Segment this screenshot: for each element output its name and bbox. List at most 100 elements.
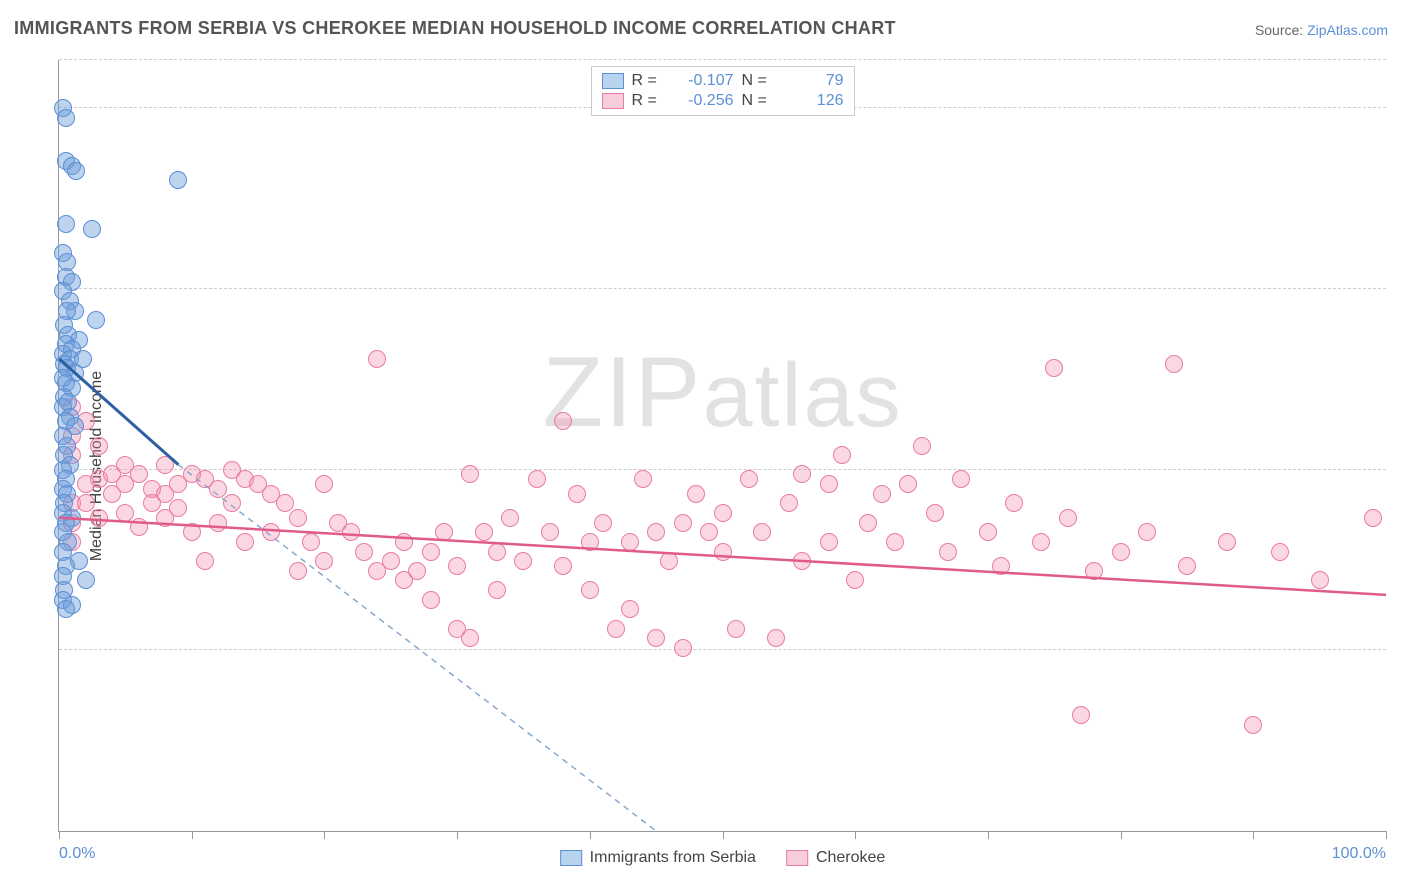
series-label-serbia: Immigrants from Serbia	[590, 849, 756, 867]
x-tick-label: 0.0%	[59, 845, 95, 863]
scatter-point-cherokee	[236, 533, 254, 551]
scatter-point-cherokee	[1244, 716, 1262, 734]
x-tick-label: 100.0%	[1332, 845, 1386, 863]
legend-row-cherokee: R = -0.256 N = 126	[602, 91, 844, 111]
scatter-point-cherokee	[899, 475, 917, 493]
scatter-point-cherokee	[541, 523, 559, 541]
scatter-point-cherokee	[992, 557, 1010, 575]
chart-container: Median Household Income ZIPatlas R = -0.…	[10, 50, 1396, 882]
scatter-point-cherokee	[289, 562, 307, 580]
scatter-point-cherokee	[780, 494, 798, 512]
scatter-point-cherokee	[488, 543, 506, 561]
scatter-point-cherokee	[501, 509, 519, 527]
scatter-point-serbia	[67, 162, 85, 180]
scatter-point-cherokee	[448, 557, 466, 575]
scatter-point-cherokee	[342, 523, 360, 541]
x-tick	[1121, 831, 1122, 839]
scatter-point-serbia	[169, 171, 187, 189]
scatter-point-cherokee	[740, 470, 758, 488]
source-value: ZipAtlas.com	[1307, 22, 1388, 38]
scatter-point-cherokee	[422, 543, 440, 561]
r-label: R =	[632, 72, 666, 90]
correlation-legend: R = -0.107 N = 79 R = -0.256 N = 126	[591, 66, 855, 116]
scatter-point-cherokee	[647, 523, 665, 541]
scatter-point-cherokee	[1178, 557, 1196, 575]
scatter-point-cherokee	[315, 552, 333, 570]
x-tick	[457, 831, 458, 839]
scatter-point-cherokee	[833, 446, 851, 464]
x-tick	[988, 831, 989, 839]
scatter-point-cherokee	[979, 523, 997, 541]
scatter-point-cherokee	[514, 552, 532, 570]
n-value-serbia: 79	[784, 72, 844, 90]
x-tick	[192, 831, 193, 839]
scatter-point-cherokee	[1032, 533, 1050, 551]
scatter-point-cherokee	[621, 600, 639, 618]
scatter-point-cherokee	[355, 543, 373, 561]
scatter-point-serbia	[77, 571, 95, 589]
scatter-point-cherokee	[581, 533, 599, 551]
x-tick	[1386, 831, 1387, 839]
plot-area: ZIPatlas R = -0.107 N = 79 R = -0.256 N …	[58, 60, 1386, 832]
scatter-point-cherokee	[475, 523, 493, 541]
n-label: N =	[742, 92, 776, 110]
swatch-cherokee-icon	[602, 93, 624, 109]
scatter-point-serbia	[57, 215, 75, 233]
scatter-point-cherokee	[820, 475, 838, 493]
y-tick-label: $112,500	[1396, 280, 1406, 298]
scatter-point-cherokee	[395, 533, 413, 551]
swatch-serbia-icon	[602, 73, 624, 89]
scatter-point-cherokee	[77, 494, 95, 512]
r-label: R =	[632, 92, 666, 110]
scatter-point-cherokee	[700, 523, 718, 541]
scatter-point-cherokee	[169, 499, 187, 517]
scatter-point-serbia	[57, 600, 75, 618]
scatter-point-cherokee	[581, 581, 599, 599]
scatter-point-cherokee	[1072, 706, 1090, 724]
scatter-point-cherokee	[209, 480, 227, 498]
watermark-big: ZIP	[542, 336, 702, 447]
scatter-point-cherokee	[793, 552, 811, 570]
scatter-point-cherokee	[621, 533, 639, 551]
scatter-point-cherokee	[926, 504, 944, 522]
scatter-point-cherokee	[607, 620, 625, 638]
series-label-cherokee: Cherokee	[816, 849, 885, 867]
scatter-point-cherokee	[223, 494, 241, 512]
x-tick	[324, 831, 325, 839]
scatter-point-cherokee	[647, 629, 665, 647]
scatter-point-cherokee	[435, 523, 453, 541]
scatter-point-cherokee	[408, 562, 426, 580]
n-label: N =	[742, 72, 776, 90]
scatter-point-cherokee	[594, 514, 612, 532]
scatter-point-cherokee	[660, 552, 678, 570]
scatter-point-cherokee	[1005, 494, 1023, 512]
y-tick-label: $75,000	[1396, 461, 1406, 479]
x-tick	[723, 831, 724, 839]
scatter-point-serbia	[87, 311, 105, 329]
scatter-point-cherokee	[315, 475, 333, 493]
scatter-point-cherokee	[488, 581, 506, 599]
scatter-point-cherokee	[1271, 543, 1289, 561]
gridline	[59, 469, 1386, 470]
scatter-point-cherokee	[714, 543, 732, 561]
source-label: Source:	[1255, 22, 1303, 38]
scatter-point-cherokee	[276, 494, 294, 512]
trend-lines-layer	[59, 60, 1386, 831]
scatter-point-cherokee	[913, 437, 931, 455]
swatch-serbia-icon	[560, 850, 582, 866]
scatter-point-cherokee	[859, 514, 877, 532]
y-tick-label: $150,000	[1396, 99, 1406, 117]
scatter-point-cherokee	[1138, 523, 1156, 541]
legend-item-serbia: Immigrants from Serbia	[560, 849, 756, 867]
source-attribution: Source: ZipAtlas.com	[1255, 22, 1388, 38]
gridline	[59, 288, 1386, 289]
scatter-point-serbia	[83, 220, 101, 238]
scatter-point-cherokee	[130, 465, 148, 483]
x-tick	[1253, 831, 1254, 839]
scatter-point-cherokee	[422, 591, 440, 609]
scatter-point-cherokee	[793, 465, 811, 483]
gridline	[59, 649, 1386, 650]
scatter-point-cherokee	[674, 514, 692, 532]
scatter-point-cherokee	[767, 629, 785, 647]
scatter-point-cherokee	[554, 557, 572, 575]
